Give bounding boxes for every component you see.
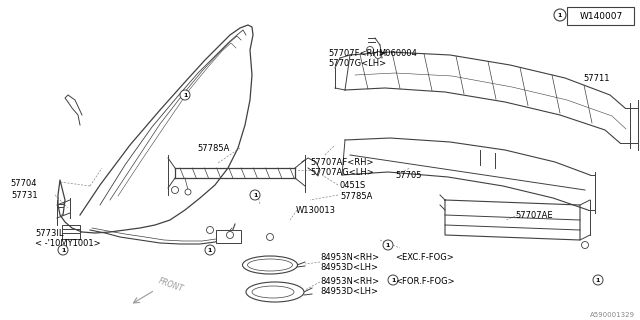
Text: 1: 1	[208, 247, 212, 252]
Text: 1: 1	[386, 243, 390, 247]
Text: A590001329: A590001329	[590, 312, 635, 318]
FancyBboxPatch shape	[567, 7, 634, 25]
Text: 0451S: 0451S	[340, 180, 366, 189]
Circle shape	[582, 242, 589, 249]
Text: 57785A: 57785A	[197, 143, 229, 153]
Circle shape	[266, 234, 273, 241]
Text: <EXC.F-FOG>: <EXC.F-FOG>	[395, 253, 454, 262]
Text: 1: 1	[558, 12, 562, 18]
Text: 84953D<LH>: 84953D<LH>	[320, 263, 378, 273]
Circle shape	[227, 231, 234, 238]
Text: 5773IL: 5773IL	[35, 228, 63, 237]
Text: 1: 1	[391, 277, 395, 283]
Circle shape	[207, 227, 214, 234]
Text: < -'10MY1001>: < -'10MY1001>	[35, 238, 100, 247]
Ellipse shape	[243, 256, 298, 274]
Circle shape	[593, 275, 603, 285]
Circle shape	[388, 275, 398, 285]
Text: 1: 1	[596, 277, 600, 283]
Text: 57707F<RH>: 57707F<RH>	[328, 49, 386, 58]
Text: 57707G<LH>: 57707G<LH>	[328, 59, 386, 68]
Text: 1: 1	[183, 92, 187, 98]
Text: 84953N<RH>: 84953N<RH>	[320, 253, 379, 262]
Text: M060004: M060004	[378, 49, 417, 58]
Text: FRONT: FRONT	[157, 276, 184, 294]
Text: 57707AG<LH>: 57707AG<LH>	[310, 167, 374, 177]
Text: 57731: 57731	[11, 190, 38, 199]
Bar	[216, 230, 241, 243]
Circle shape	[367, 46, 374, 53]
Text: 57711: 57711	[583, 74, 609, 83]
Text: 57704: 57704	[10, 179, 36, 188]
Text: 57707AF<RH>: 57707AF<RH>	[310, 157, 374, 166]
Circle shape	[172, 187, 179, 194]
Circle shape	[374, 52, 381, 59]
Text: W140007: W140007	[579, 12, 623, 20]
Text: W130013: W130013	[296, 205, 336, 214]
Text: 57707AE: 57707AE	[515, 211, 552, 220]
Text: 57705: 57705	[395, 171, 422, 180]
Text: 1: 1	[253, 193, 257, 197]
Circle shape	[58, 245, 68, 255]
Text: 84953N<RH>: 84953N<RH>	[320, 276, 379, 285]
Text: 84953D<LH>: 84953D<LH>	[320, 286, 378, 295]
Text: <FOR.F-FOG>: <FOR.F-FOG>	[395, 276, 454, 285]
Text: 1: 1	[61, 247, 65, 252]
Circle shape	[185, 189, 191, 195]
Circle shape	[554, 9, 566, 21]
Ellipse shape	[246, 282, 304, 302]
Circle shape	[250, 190, 260, 200]
Circle shape	[383, 240, 393, 250]
Circle shape	[205, 245, 215, 255]
Bar	[62, 225, 80, 239]
Circle shape	[180, 90, 190, 100]
Text: 57785A: 57785A	[340, 191, 372, 201]
